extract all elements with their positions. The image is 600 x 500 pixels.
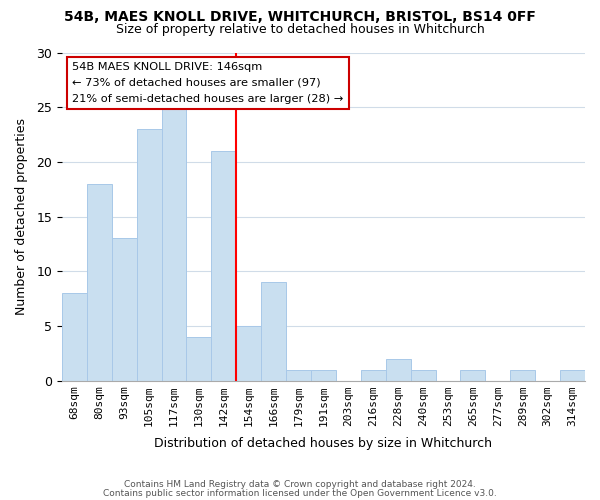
Bar — [236, 326, 261, 380]
Bar — [286, 370, 311, 380]
Text: Contains HM Land Registry data © Crown copyright and database right 2024.: Contains HM Land Registry data © Crown c… — [124, 480, 476, 489]
Bar — [386, 358, 410, 380]
Bar — [187, 337, 211, 380]
Bar — [560, 370, 585, 380]
Bar — [62, 293, 87, 380]
Bar — [460, 370, 485, 380]
Text: 54B, MAES KNOLL DRIVE, WHITCHURCH, BRISTOL, BS14 0FF: 54B, MAES KNOLL DRIVE, WHITCHURCH, BRIST… — [64, 10, 536, 24]
Bar — [87, 184, 112, 380]
Y-axis label: Number of detached properties: Number of detached properties — [15, 118, 28, 315]
Bar — [211, 151, 236, 380]
Bar — [137, 129, 161, 380]
Bar — [410, 370, 436, 380]
Bar — [161, 107, 187, 380]
Bar — [311, 370, 336, 380]
Bar — [112, 238, 137, 380]
Bar — [361, 370, 386, 380]
Bar — [261, 282, 286, 380]
X-axis label: Distribution of detached houses by size in Whitchurch: Distribution of detached houses by size … — [154, 437, 493, 450]
Text: Size of property relative to detached houses in Whitchurch: Size of property relative to detached ho… — [116, 22, 484, 36]
Text: Contains public sector information licensed under the Open Government Licence v3: Contains public sector information licen… — [103, 488, 497, 498]
Bar — [510, 370, 535, 380]
Text: 54B MAES KNOLL DRIVE: 146sqm
← 73% of detached houses are smaller (97)
21% of se: 54B MAES KNOLL DRIVE: 146sqm ← 73% of de… — [73, 62, 344, 104]
